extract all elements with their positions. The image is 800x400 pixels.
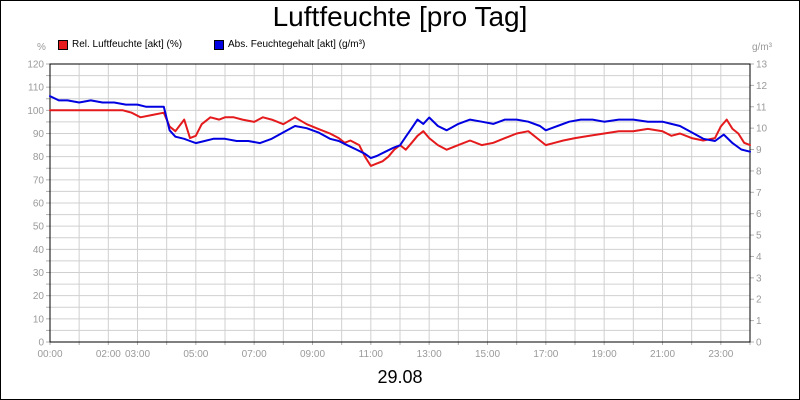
left-axis-unit: % — [37, 42, 46, 53]
y-right-tick-label: 5 — [756, 231, 762, 242]
y-left-tick-label: 80 — [33, 152, 45, 163]
y-left-tick-label: 30 — [33, 268, 45, 279]
x-tick-label: 23:00 — [708, 349, 733, 360]
y-right-tick-label: 12 — [756, 81, 768, 92]
y-right-tick-label: 9 — [756, 145, 762, 156]
y-left-tick-label: 70 — [33, 175, 45, 186]
x-tick-label: 11:00 — [359, 349, 384, 360]
y-left-tick-label: 10 — [33, 314, 45, 325]
series-line-rel-humidity — [49, 109, 751, 167]
y-right-tick-label: 6 — [756, 209, 762, 220]
y-left-tick-label: 60 — [33, 199, 45, 210]
x-tick-label: 03:00 — [125, 349, 150, 360]
x-tick-label: 13:00 — [417, 349, 442, 360]
right-axis-unit: g/m³ — [752, 42, 772, 53]
legend-item-rel-humidity: Rel. Luftfeuchte [akt] (%) — [58, 39, 182, 50]
legend-label-abs-humidity: Abs. Feuchtegehalt [akt] (g/m³) — [228, 39, 366, 50]
x-tick-label: 00:00 — [37, 349, 62, 360]
y-right-tick-label: 2 — [756, 295, 762, 306]
y-right-tick-label: 0 — [756, 338, 762, 349]
y-left-tick-label: 120 — [27, 60, 44, 71]
date-label: 29.08 — [377, 367, 423, 387]
y-right-tick-label: 4 — [756, 252, 762, 263]
x-tick-label: 19:00 — [592, 349, 617, 360]
x-tick-label: 09:00 — [300, 349, 325, 360]
y-left-tick-label: 20 — [33, 291, 45, 302]
x-tick-label: 05:00 — [183, 349, 208, 360]
y-right-tick-label: 10 — [756, 124, 768, 135]
y-right-tick-label: 13 — [756, 60, 768, 71]
y-left-tick-label: 90 — [33, 129, 45, 140]
series-line-abs-humidity — [49, 95, 751, 160]
legend-label-rel-humidity: Rel. Luftfeuchte [akt] (%) — [72, 39, 183, 50]
y-right-tick-label: 11 — [756, 102, 767, 113]
legend-item-abs-humidity: Abs. Feuchtegehalt [akt] (g/m³) — [214, 39, 365, 50]
y-left-tick-label: 110 — [28, 83, 44, 94]
y-left-tick-label: 50 — [33, 222, 45, 233]
x-tick-label: 21:00 — [650, 349, 675, 360]
y-right-tick-label: 8 — [756, 166, 762, 177]
x-tick-label: 02:00 — [96, 349, 121, 360]
y-right-tick-label: 1 — [756, 316, 762, 327]
legend-swatch-abs-humidity — [214, 39, 224, 50]
y-left-tick-label: 100 — [27, 106, 44, 117]
legend-swatch-rel-humidity — [58, 39, 68, 50]
y-left-tick-label: 40 — [33, 245, 45, 256]
chart-title: Luftfeuchte [pro Tag] — [272, 1, 528, 32]
x-tick-label: 07:00 — [242, 349, 267, 360]
y-left-tick-label: 0 — [38, 338, 44, 349]
y-right-tick-label: 3 — [756, 273, 762, 284]
y-right-tick-label: 7 — [756, 188, 762, 199]
x-tick-label: 17:00 — [533, 349, 558, 360]
plot-border — [49, 63, 751, 343]
x-tick-label: 15:00 — [475, 349, 500, 360]
